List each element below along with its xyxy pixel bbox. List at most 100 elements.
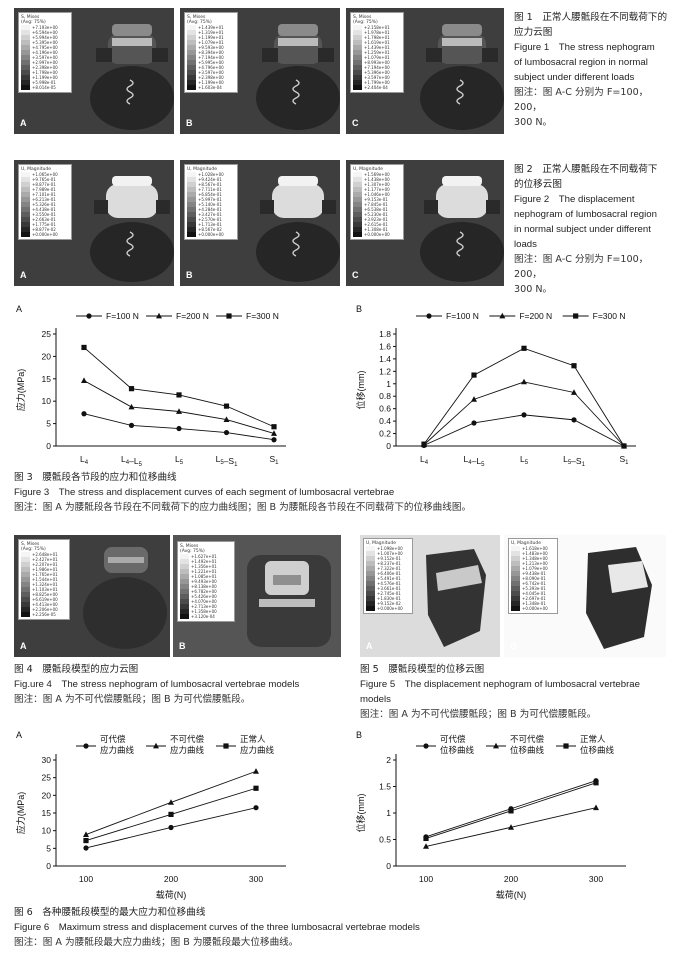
legend-swatch xyxy=(366,581,375,586)
fig3a-stress-chart: A 0 5 10 15 20 25 L4 L4–L5 L5 L5–S1 S1 应力(MPa) F=100 … xyxy=(15,304,286,468)
fig1-caption: 图 1 正常人腰骶段在不同载荷下的应力云图 Figure 1 The stres… xyxy=(514,10,674,130)
legend-swatch xyxy=(511,546,520,551)
x-tick-label: L5–S1 xyxy=(563,454,585,468)
fig3-caption: 图 3 腰骶段各节段的应力和位移曲线 Figure 3 The stress a… xyxy=(14,470,674,515)
legend-value: +1.259e+01 xyxy=(364,50,390,55)
legend-value: +3.923e-01 xyxy=(364,217,388,222)
fig2-panel-b: U, Magnitude +1.028e+00 +9.424e-01 +8.567e… xyxy=(180,160,340,286)
legend-value: +1.199e+00 xyxy=(32,75,58,80)
legend-row: +5.995e+00 xyxy=(187,60,235,65)
data-point xyxy=(81,344,87,351)
legend-swatch xyxy=(180,579,189,584)
legend-value: +6.619e+00 xyxy=(32,597,58,602)
legend-swatch xyxy=(511,561,520,566)
y-tick-label: 1.6 xyxy=(379,341,391,351)
legend-row: +8.138e+00 xyxy=(180,584,232,589)
legend-value: +1.348e+00 xyxy=(522,556,548,561)
legend-value: +0.000e+00 xyxy=(522,606,548,611)
data-point xyxy=(271,437,277,443)
legend-swatch xyxy=(353,202,362,207)
legend-swatch xyxy=(21,50,30,55)
fig6a-max-stress-chart: A 0 5 10 15 20 25 30 100 200 300 应力(MPa) 载荷(N) 可代偿应力曲… xyxy=(15,730,286,900)
legend-value: +7.101e-01 xyxy=(32,192,56,197)
legend-value: +9.438e-01 xyxy=(522,571,546,576)
chart-axes xyxy=(53,754,286,867)
legend-value: +8.090e-01 xyxy=(522,576,546,581)
legend-swatch xyxy=(366,576,375,581)
legend-swatch xyxy=(187,55,196,60)
legend-swatch xyxy=(180,584,189,589)
fig4a-legend: S, Mises (Avg: 75%) +2.648e+01 +2.427e+01… xyxy=(18,539,70,620)
chart-legend: F=100 N F=200 N F=300 N xyxy=(416,311,626,321)
x-tick-label: 200 xyxy=(504,874,518,884)
legend-value: +1.028e+00 xyxy=(198,172,224,177)
legend-value: +9.424e-01 xyxy=(198,177,222,182)
legend-swatch xyxy=(21,192,30,197)
legend-row: +7.711e-01 xyxy=(187,187,235,192)
legend-row: +3.923e-01 xyxy=(353,217,401,222)
legend-value: +1.798e+01 xyxy=(364,35,390,40)
chart-panel-label: B xyxy=(356,304,362,314)
legend-swatch xyxy=(187,30,196,35)
legend-row: +1.199e+01 xyxy=(187,35,235,40)
legend-swatch xyxy=(353,65,362,70)
legend-value: +9.765e-01 xyxy=(32,177,56,182)
legend-swatch xyxy=(187,25,196,30)
legend-value: +2.697e-01 xyxy=(522,596,546,601)
legend-row: +0.000e+00 xyxy=(366,606,410,611)
x-tick-label: L5 xyxy=(175,454,184,466)
legend-swatch xyxy=(511,556,520,561)
legend-value: +5.997e-01 xyxy=(198,197,222,202)
legend-value: +1.046e+00 xyxy=(364,192,390,197)
legend-row: +9.152e-02 xyxy=(366,601,410,606)
y-tick-label: 20 xyxy=(42,790,52,800)
panel-label-b: B xyxy=(186,270,193,280)
legend-row: +1.986e+01 xyxy=(21,567,67,572)
legend-row: +1.438e+00 xyxy=(353,177,401,182)
series-line xyxy=(423,414,625,447)
caption-en: Figure 2 The displacement xyxy=(514,194,635,205)
data-point xyxy=(571,363,577,369)
x-tick-label: 300 xyxy=(249,874,263,884)
legend-row: +6.594e+00 xyxy=(21,30,69,35)
panel-label-a: A xyxy=(366,641,373,651)
legend-row: +8.993e+00 xyxy=(353,60,401,65)
legend-row: +5.393e-01 xyxy=(511,586,555,591)
legend-swatch xyxy=(21,85,30,90)
legend-value: +9.152e-02 xyxy=(377,601,401,606)
legend-row: +1.798e+00 xyxy=(21,70,69,75)
fig1-panel-c: S, Mises (Avg: 75%) +2.158e+01 +1.978e+01… xyxy=(346,8,504,134)
legend-swatch xyxy=(180,604,189,609)
fig6-caption: 图 6 各种腰骶段模型的最大应力和位移曲线 Figure 6 Maximum s… xyxy=(14,905,674,950)
legend-row: +4.196e+00 xyxy=(21,50,69,55)
caption-en: models xyxy=(360,694,391,705)
legend-row: +8.877e-02 xyxy=(21,227,69,232)
y-tick-label: 0 xyxy=(46,441,51,451)
legend-swatch xyxy=(187,80,196,85)
legend-swatch xyxy=(187,177,196,182)
legend-row: +1.358e+00 xyxy=(180,609,232,614)
legend-avg: (Avg: 75%) xyxy=(353,20,378,25)
legend-title: U, Magnitude xyxy=(366,541,396,546)
data-point xyxy=(471,420,477,426)
legend-title: S, Mises xyxy=(353,15,372,20)
legend-swatch xyxy=(21,602,30,607)
data-point xyxy=(128,422,135,428)
panel-label-a: A xyxy=(20,118,27,128)
legend-avg: (Avg: 75%) xyxy=(187,20,212,25)
legend-label: 位移曲线 xyxy=(510,745,545,755)
legend-value: +9.493e+00 xyxy=(191,579,217,584)
legend-row: +2.207e+01 xyxy=(21,562,67,567)
legend-swatch xyxy=(366,551,375,556)
legend-swatch xyxy=(180,589,189,594)
legend-row: +4.796e+00 xyxy=(187,65,235,70)
legend-swatch xyxy=(353,172,362,177)
legend-value: +1.544e+01 xyxy=(32,577,58,582)
fig4-caption: 图 4 腰骶段模型的应力云图 Fig.ure 4 The stress neph… xyxy=(14,662,354,707)
chart-legend: F=100 N F=200 N F=300 N xyxy=(76,311,279,321)
vertebra-model-image xyxy=(420,176,504,282)
legend-swatch xyxy=(511,601,520,606)
caption-en: nephogram of lumbosacral region xyxy=(514,209,657,220)
legend-swatch xyxy=(366,566,375,571)
legend-title: S, Mises xyxy=(21,15,40,20)
